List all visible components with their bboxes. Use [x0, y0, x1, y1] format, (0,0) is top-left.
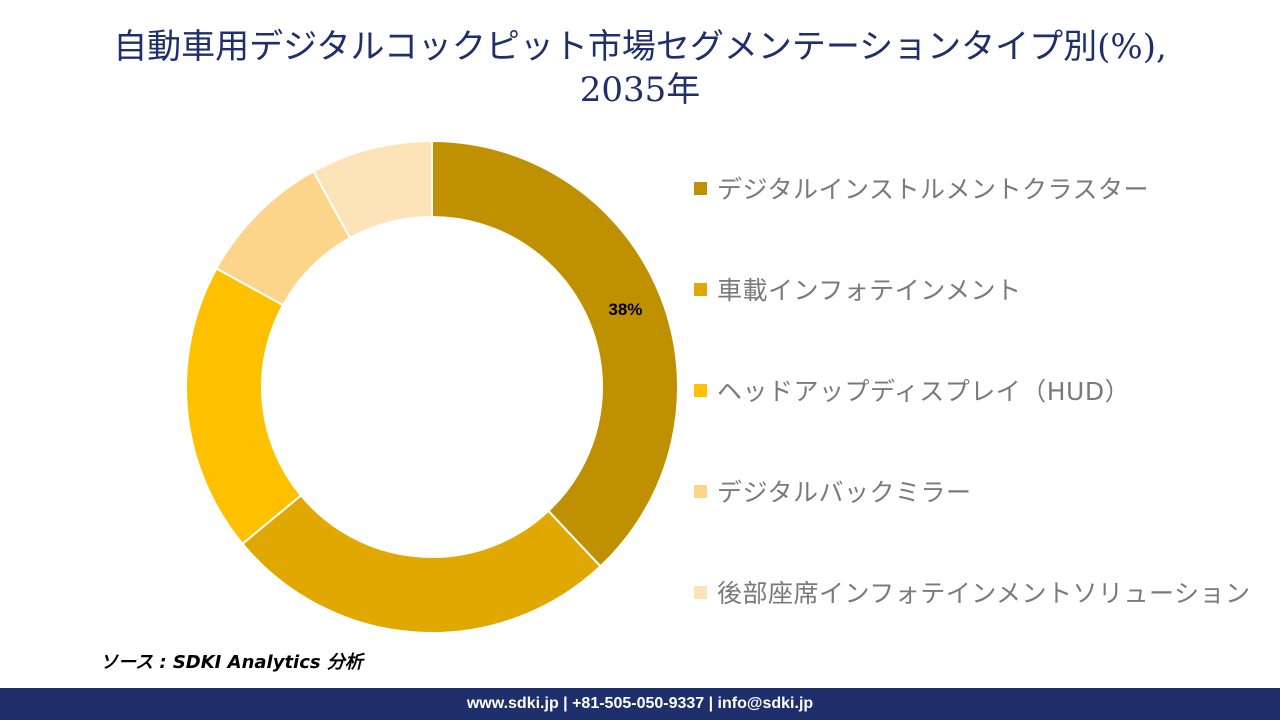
footer-contact: www.sdki.jp | +81-505-050-9337 | info@sd… [466, 695, 814, 712]
donut-slice-3 [185, 267, 303, 546]
chart-title: 自動車用デジタルコックピット市場セグメンテーションタイプ別(%), 2035年 [0, 26, 1280, 111]
legend-swatch [694, 181, 707, 195]
legend-label: 車載インフォテインメント [717, 276, 1022, 305]
footer-bar: www.sdki.jp | +81-505-050-9337 | info@sd… [0, 688, 1280, 720]
data-label-1: 38% [608, 300, 642, 319]
legend-swatch [694, 282, 707, 296]
chart-title-line-1: 自動車用デジタルコックピット市場セグメンテーションタイプ別(%), [113, 27, 1167, 67]
legend-swatch [694, 383, 707, 397]
legend-item-2: 車載インフォテインメント [694, 269, 1280, 309]
legend-label: 後部座席インフォテインメントソリューション [717, 579, 1251, 608]
legend-label: ヘッドアップディスプレイ（HUD） [717, 377, 1131, 406]
legend-label: デジタルバックミラー [717, 478, 972, 507]
donut-slice-2 [241, 493, 602, 634]
legend-swatch [694, 484, 707, 498]
legend-swatch [694, 585, 707, 599]
legend-label: デジタルインストルメントクラスター [717, 175, 1150, 204]
legend-item-3: ヘッドアップディスプレイ（HUD） [694, 370, 1280, 410]
donut-slice-5 [312, 139, 433, 240]
donut-slice-1 [431, 139, 679, 568]
donut-chart: 38% [185, 139, 679, 634]
legend-item-5: 後部座席インフォテインメントソリューション [694, 572, 1280, 612]
legend-item-4: デジタルバックミラー [694, 471, 1280, 511]
legend-item-1: デジタルインストルメントクラスター [694, 168, 1280, 208]
chart-title-line-2: 2035年 [579, 69, 701, 110]
source-note: ソース : SDKI Analytics 分析 [100, 652, 363, 673]
